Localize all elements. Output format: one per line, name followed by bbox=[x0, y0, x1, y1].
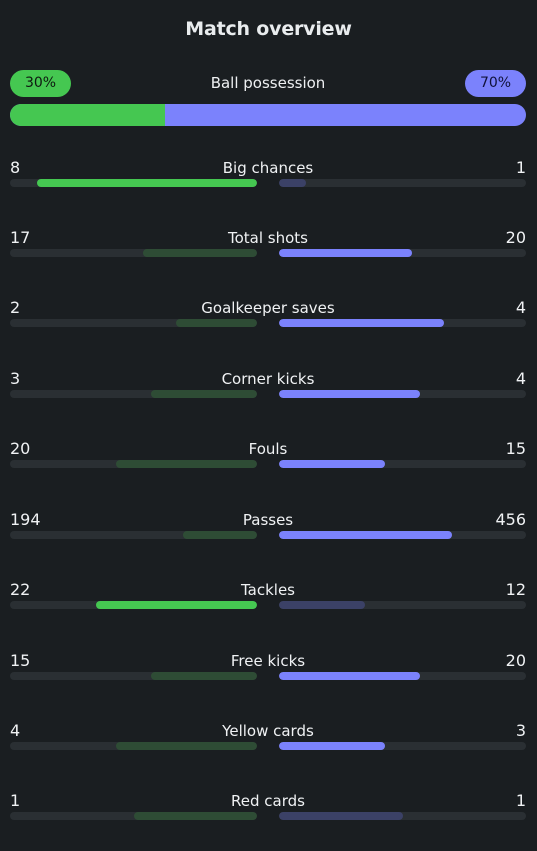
stat-label: Tackles bbox=[240, 581, 296, 599]
stat-away-bar-fill bbox=[279, 672, 420, 680]
stat-home-bar-fill bbox=[37, 179, 257, 187]
stat-away-bar bbox=[279, 179, 526, 187]
stat-home-bar bbox=[10, 672, 257, 680]
stat-away-bar bbox=[279, 319, 526, 327]
stat-row: 194 Passes 456 bbox=[10, 510, 526, 550]
stat-home-bar-fill bbox=[182, 531, 257, 539]
stat-home-bar-fill bbox=[133, 812, 257, 820]
stat-home-bar bbox=[10, 531, 257, 539]
stat-row: 2 Goalkeeper saves 4 bbox=[10, 298, 526, 338]
stat-label: Red cards bbox=[231, 792, 305, 810]
stat-home-bar bbox=[10, 460, 257, 468]
stat-home-value: 194 bbox=[10, 510, 41, 529]
stat-away-bar bbox=[279, 249, 526, 257]
stat-away-value: 15 bbox=[505, 439, 526, 458]
stat-label: Big chances bbox=[222, 159, 314, 177]
stat-label: Passes bbox=[242, 511, 294, 529]
stat-home-bar-fill bbox=[96, 601, 257, 609]
stat-row: 8 Big chances 1 bbox=[10, 158, 526, 198]
stat-row: 17 Total shots 20 bbox=[10, 228, 526, 268]
stat-home-bar-fill bbox=[175, 319, 257, 327]
stat-home-bar bbox=[10, 742, 257, 750]
stat-away-value: 20 bbox=[505, 228, 526, 247]
stat-away-bar-fill bbox=[279, 390, 420, 398]
stat-home-bar-fill bbox=[150, 672, 257, 680]
stat-home-value: 15 bbox=[10, 651, 31, 670]
stat-home-bar-fill bbox=[116, 460, 257, 468]
stat-row: 3 Corner kicks 4 bbox=[10, 369, 526, 409]
stat-home-value: 3 bbox=[10, 369, 21, 388]
stat-away-value: 3 bbox=[515, 721, 526, 740]
stat-away-bar bbox=[279, 531, 526, 539]
stat-away-bar-fill bbox=[279, 249, 413, 257]
away-possession-badge: 70% bbox=[465, 70, 526, 97]
stat-row: 20 Fouls 15 bbox=[10, 439, 526, 479]
stat-home-bar bbox=[10, 319, 257, 327]
home-possession-badge: 30% bbox=[10, 70, 71, 97]
stat-away-bar bbox=[279, 460, 526, 468]
stat-home-bar-fill bbox=[116, 742, 257, 750]
stat-away-value: 4 bbox=[515, 369, 526, 388]
stat-row: 22 Tackles 12 bbox=[10, 580, 526, 620]
stat-home-bar bbox=[10, 249, 257, 257]
stat-home-bar-fill bbox=[143, 249, 257, 257]
stat-away-value: 456 bbox=[495, 510, 526, 529]
stat-away-bar-fill bbox=[279, 742, 386, 750]
stat-home-bar-fill bbox=[150, 390, 257, 398]
stat-away-value: 4 bbox=[515, 298, 526, 317]
stat-home-value: 20 bbox=[10, 439, 31, 458]
possession-label: Ball possession bbox=[210, 74, 326, 92]
stat-home-value: 22 bbox=[10, 580, 31, 599]
stat-home-value: 8 bbox=[10, 158, 21, 177]
stat-label: Free kicks bbox=[230, 652, 306, 670]
stat-home-value: 2 bbox=[10, 298, 21, 317]
stat-row: 15 Free kicks 20 bbox=[10, 651, 526, 691]
stat-label: Fouls bbox=[248, 440, 288, 458]
stat-label: Goalkeeper saves bbox=[201, 299, 335, 317]
stat-away-value: 1 bbox=[515, 791, 526, 810]
stat-home-bar bbox=[10, 179, 257, 187]
stat-away-bar bbox=[279, 742, 526, 750]
stat-row: 1 Red cards 1 bbox=[10, 791, 526, 831]
stat-away-bar-fill bbox=[279, 601, 366, 609]
stat-away-bar bbox=[279, 601, 526, 609]
stat-away-value: 20 bbox=[505, 651, 526, 670]
stat-row: 4 Yellow cards 3 bbox=[10, 721, 526, 761]
stat-away-bar bbox=[279, 812, 526, 820]
possession-bar-home-fill bbox=[10, 104, 165, 126]
stat-away-bar-fill bbox=[279, 460, 386, 468]
stat-away-bar-fill bbox=[279, 179, 307, 187]
possession-bar bbox=[10, 104, 526, 126]
stat-home-value: 1 bbox=[10, 791, 21, 810]
stat-away-bar bbox=[279, 672, 526, 680]
stat-label: Corner kicks bbox=[221, 370, 315, 388]
stat-label: Total shots bbox=[228, 229, 308, 247]
panel-title: Match overview bbox=[185, 18, 352, 40]
stat-away-bar bbox=[279, 390, 526, 398]
stat-away-bar-fill bbox=[279, 812, 403, 820]
possession-header: 30% Ball possession 70% bbox=[10, 70, 526, 97]
stat-away-value: 1 bbox=[515, 158, 526, 177]
stat-home-value: 17 bbox=[10, 228, 31, 247]
stat-home-bar bbox=[10, 812, 257, 820]
stat-home-bar bbox=[10, 390, 257, 398]
stat-away-value: 12 bbox=[505, 580, 526, 599]
stat-home-bar bbox=[10, 601, 257, 609]
stat-home-value: 4 bbox=[10, 721, 21, 740]
stat-away-bar-fill bbox=[279, 319, 445, 327]
stat-label: Yellow cards bbox=[222, 722, 314, 740]
stat-away-bar-fill bbox=[279, 531, 452, 539]
